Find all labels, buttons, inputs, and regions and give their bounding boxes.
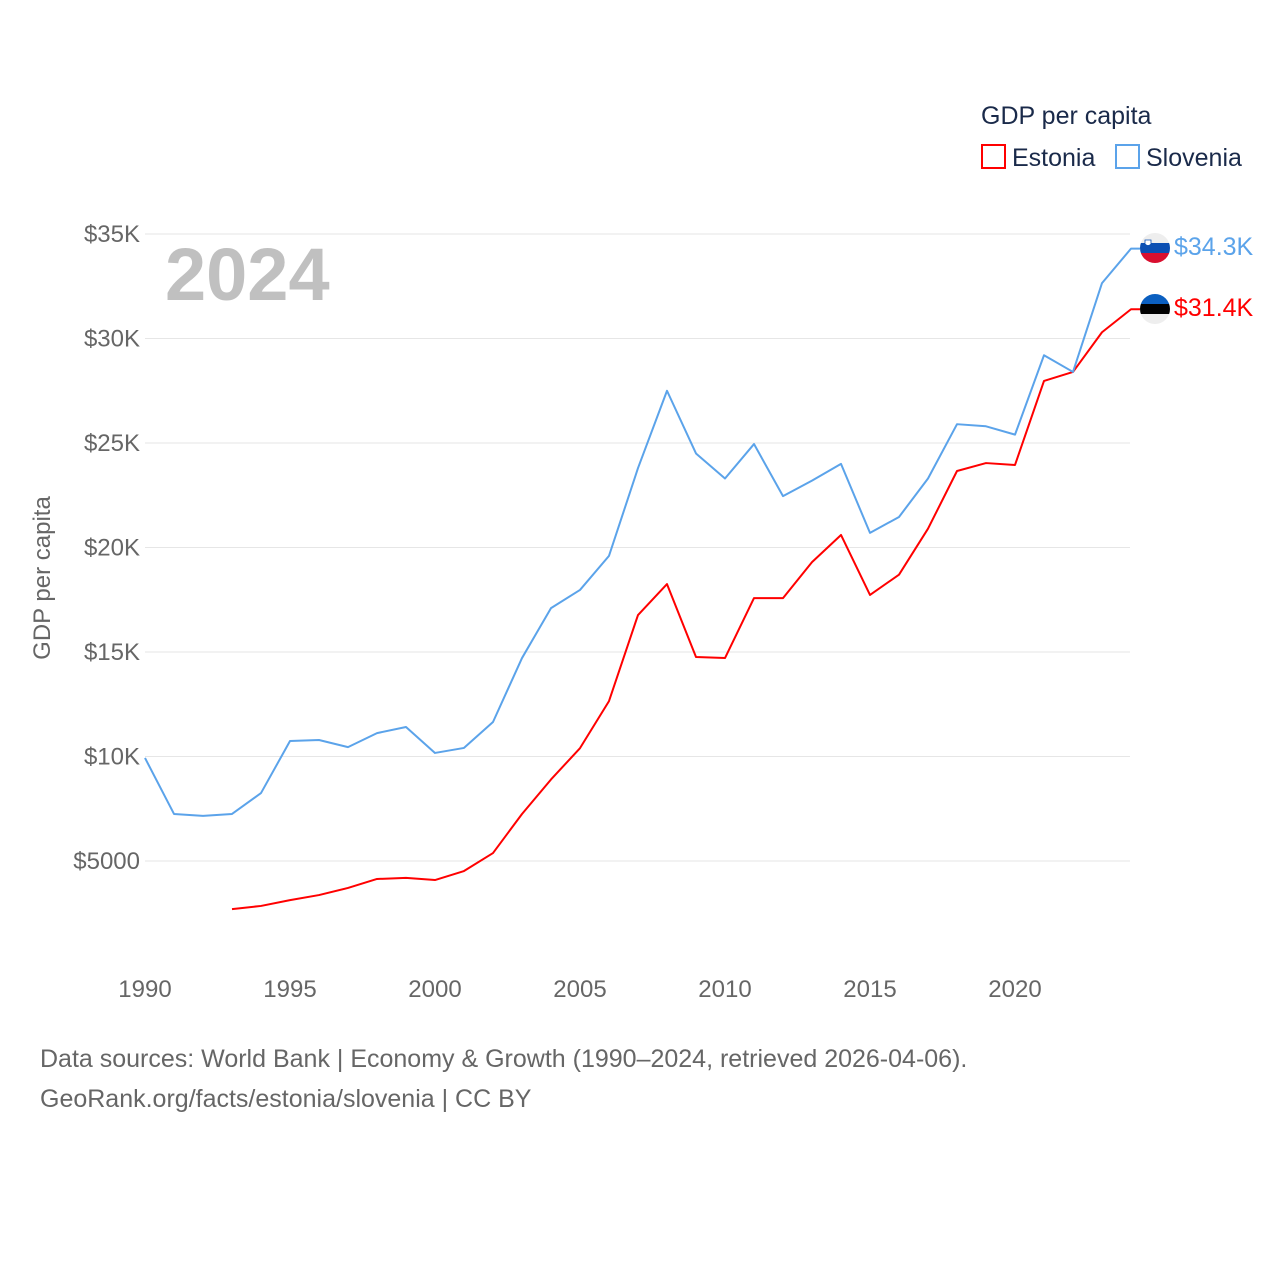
x-tick-label: 1990 xyxy=(118,976,171,1003)
x-tick-label: 1995 xyxy=(263,976,316,1003)
slovenia-end-label: $34.3K xyxy=(1174,233,1254,261)
legend-swatch-slovenia xyxy=(1115,144,1140,169)
y-tick-label: $15K xyxy=(84,639,140,666)
y-axis-label: GDP per capita xyxy=(29,496,56,660)
footer-sources: Data sources: World Bank | Economy & Gro… xyxy=(40,1045,968,1073)
y-tick-label: $35K xyxy=(84,221,140,248)
y-tick-label: $5000 xyxy=(73,848,140,875)
x-tick-label: 2020 xyxy=(988,976,1041,1003)
footer-attribution: GeoRank.org/facts/estonia/slovenia | CC … xyxy=(40,1085,532,1113)
x-tick-label: 2005 xyxy=(553,976,606,1003)
line-chart: $5000 $10K $15K $20K $25K $30K $35K 1990 1995 200… xyxy=(29,102,1254,1003)
legend-swatch-estonia xyxy=(981,144,1006,169)
y-tick-label: $25K xyxy=(84,430,140,457)
year-watermark: 2024 xyxy=(165,233,330,316)
legend-title: GDP per capita xyxy=(981,102,1152,130)
series-line-slovenia xyxy=(144,247,1140,817)
x-tick-label: 2015 xyxy=(843,976,896,1003)
legend-label-slovenia: Slovenia xyxy=(1146,144,1242,172)
x-tick-label: 2000 xyxy=(408,976,461,1003)
y-tick-label: $30K xyxy=(84,326,140,353)
series-line-estonia xyxy=(231,308,1140,911)
legend-label-estonia: Estonia xyxy=(1012,144,1095,172)
y-tick-label: $10K xyxy=(84,744,140,771)
estonia-flag-icon xyxy=(1140,294,1170,324)
estonia-end-label: $31.4K xyxy=(1174,294,1254,322)
y-tick-label: $20K xyxy=(84,535,140,562)
x-tick-label: 2010 xyxy=(698,976,751,1003)
legend-item-slovenia[interactable]: Slovenia xyxy=(1115,144,1242,172)
slovenia-flag-icon xyxy=(1140,233,1170,263)
legend-item-estonia[interactable]: Estonia xyxy=(981,144,1095,172)
